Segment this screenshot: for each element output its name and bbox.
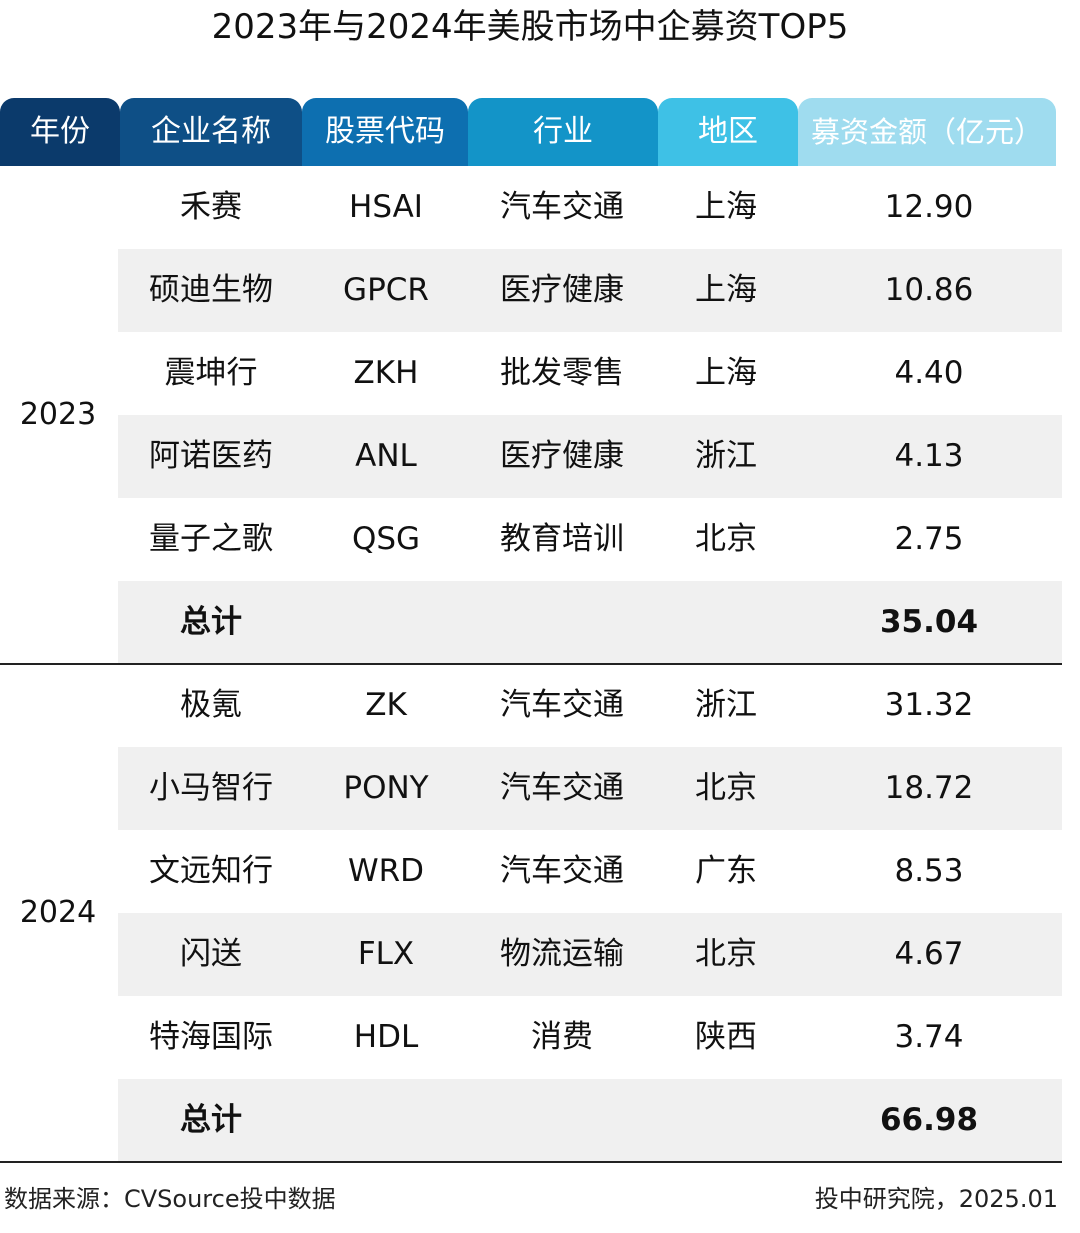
source-note: 数据来源：CVSource投中数据 [4,1185,336,1213]
table-cell-name: 闪送 [180,936,242,972]
table-cell-industry: 汽车交通 [500,687,624,723]
header-cell: 年份 [0,98,120,166]
table-cell-industry: 医疗健康 [500,272,624,308]
table-cell-amount: 18.72 [884,770,974,806]
table-row: 文远知行 WRD 汽车交通 广东 8.53 [118,830,1062,913]
total-label: 总计 [180,1102,242,1138]
table-cell-ticker: HDL [353,1019,419,1055]
table-cell-region: 陕西 [695,1019,757,1055]
table-cell-name: 阿诺医药 [149,438,273,474]
table-cell-name: 特海国际 [149,1019,273,1055]
table-cell-ticker: FLX [357,936,415,972]
table-cell-amount: 2.75 [894,521,964,557]
table-cell-region: 北京 [695,521,757,557]
table-cell-ticker: ZKH [353,355,419,391]
table-cell-ticker: WRD [347,853,425,889]
table-cell-name: 禾赛 [180,189,242,225]
table-cell-amount: 12.90 [884,189,974,225]
table-cell-ticker: ANL [355,438,417,474]
table-row: 闪送 FLX 物流运输 北京 4.67 [118,913,1062,996]
table-cell-region: 上海 [695,272,757,308]
year-label: 2024 [19,895,97,930]
table-cell-region: 浙江 [695,438,757,474]
table-row: 硕迪生物 GPCR 医疗健康 上海 10.86 [118,249,1062,332]
header-cell: 募资金额（亿元） [798,98,1056,166]
table-row: 震坤行 ZKH 批发零售 上海 4.40 [118,332,1062,415]
table-cell-industry: 消费 [531,1019,593,1055]
table-cell-region: 上海 [695,355,757,391]
table-row: 极氪 ZK 汽车交通 浙江 31.32 [118,664,1062,747]
table-cell-region: 浙江 [695,687,757,723]
table-cell-amount: 4.40 [894,355,964,391]
table-cell-ticker: ZK [365,687,407,723]
header-cell: 行业 [468,98,658,166]
table-row: 小马智行 PONY 汽车交通 北京 18.72 [118,747,1062,830]
table-cell-amount: 31.32 [884,687,974,723]
table-cell-amount: 3.74 [894,1019,964,1055]
table-cell-industry: 教育培训 [500,521,624,557]
header-cell: 股票代码 [302,98,468,166]
table-cell-amount: 8.53 [894,853,964,889]
table-cell-industry: 汽车交通 [500,189,624,225]
table-cell-region: 北京 [695,770,757,806]
table-cell-amount: 4.13 [894,438,964,474]
group-divider [0,1161,1062,1163]
header-cell: 企业名称 [120,98,302,166]
table-cell-name: 硕迪生物 [149,272,273,308]
table-cell-industry: 汽车交通 [500,770,624,806]
footer: 数据来源：CVSource投中数据 投中研究院，2025.01 [0,1176,1062,1222]
table-cell-amount: 10.86 [884,272,974,308]
credit-note: 投中研究院，2025.01 [814,1185,1058,1213]
chart-title: 2023年与2024年美股市场中企募资TOP5 [211,7,849,47]
table-cell-industry: 汽车交通 [500,853,624,889]
total-label: 总计 [180,604,242,640]
table-row: 量子之歌 QSG 教育培训 北京 2.75 [118,498,1062,581]
table-cell-name: 极氪 [180,687,242,723]
year-label: 2023 [19,397,97,432]
table-cell-industry: 批发零售 [500,355,624,391]
table-cell-name: 震坤行 [164,355,258,391]
header-cell: 地区 [658,98,798,166]
total-row: 总计 35.04 [118,581,1062,664]
table-row: 禾赛 HSAI 汽车交通 上海 12.90 [118,166,1062,249]
table-header: 年份 企业名称 股票代码 行业 地区 募资金额（亿元） [0,98,1062,166]
table-cell-ticker: GPCR [343,272,429,308]
table-cell-ticker: QSG [351,521,421,557]
table-row: 特海国际 HDL 消费 陕西 3.74 [118,996,1062,1079]
table-cell-ticker: HSAI [349,189,423,225]
table-cell-name: 量子之歌 [149,521,273,557]
table-cell-name: 小马智行 [149,770,273,806]
table-cell-region: 北京 [695,936,757,972]
table-cell-ticker: PONY [343,770,429,806]
table-row: 阿诺医药 ANL 医疗健康 浙江 4.13 [118,415,1062,498]
group-divider [0,663,1062,665]
table-cell-amount: 4.67 [894,936,964,972]
total-value: 35.04 [879,604,979,640]
total-row: 总计 66.98 [118,1079,1062,1162]
table-cell-industry: 物流运输 [500,936,624,972]
table-cell-industry: 医疗健康 [500,438,624,474]
table-cell-name: 文远知行 [149,853,273,889]
total-value: 66.98 [879,1102,979,1138]
table-cell-region: 上海 [695,189,757,225]
table-cell-region: 广东 [695,853,757,889]
